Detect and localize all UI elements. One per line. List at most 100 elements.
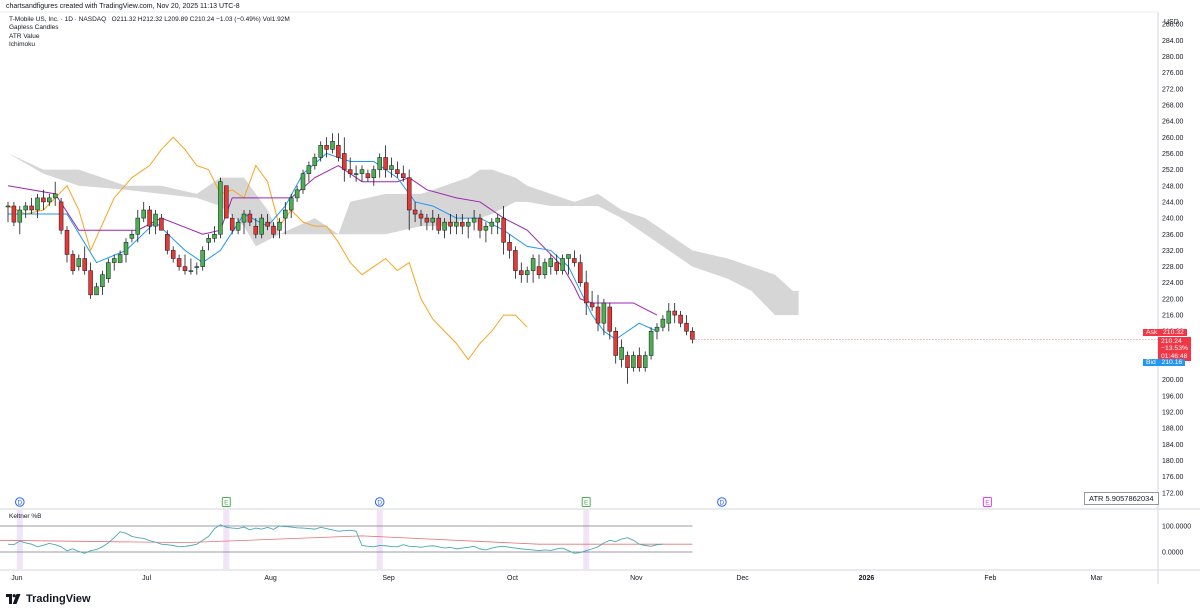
candle-body	[212, 234, 217, 239]
candle-body	[383, 157, 388, 170]
keltner-pb-line	[7, 524, 663, 554]
candle-body	[365, 173, 371, 178]
last-price-pct: −13.53%	[1161, 345, 1189, 353]
price-axis-unit: USD	[1164, 19, 1179, 26]
ohlc-low-key: L	[164, 16, 168, 23]
candle	[159, 214, 164, 231]
candle-body	[519, 270, 524, 275]
indicator-ichimoku[interactable]: Ichimoku	[9, 40, 36, 48]
candle-body	[229, 217, 235, 231]
candle	[542, 258, 548, 279]
keltner-basis-line	[0, 535, 693, 545]
candle-body	[460, 221, 465, 227]
candle	[94, 282, 99, 296]
earnings-marker: E	[581, 497, 591, 507]
candle-body	[235, 221, 241, 231]
candle-body	[424, 217, 430, 223]
candle-body	[218, 181, 223, 235]
candle-body	[182, 266, 188, 271]
time-tick-label: Dec	[736, 575, 749, 582]
price-tick-label: 216.00	[1162, 313, 1184, 320]
event-label: E	[985, 500, 990, 507]
candle-body	[678, 314, 683, 324]
event-shade	[583, 510, 590, 569]
chikou-span-line	[7, 136, 528, 361]
candle-body	[58, 201, 64, 231]
price-tick-label: 288.00	[1162, 22, 1184, 29]
price-tick-label: 224.00	[1162, 280, 1184, 287]
keltner-legend[interactable]: Keltner %B	[9, 513, 42, 520]
keltner-pane: 100.0000 0.0000	[0, 510, 1191, 569]
candle-body	[247, 213, 253, 223]
price-tick-label: 260.00	[1162, 135, 1184, 142]
symbol-line[interactable]: T-Mobile US, Inc. · 1D · NASDAQ O211.32 …	[9, 16, 290, 24]
candle	[229, 214, 235, 235]
candle-body	[489, 221, 495, 227]
candle	[483, 222, 489, 243]
candle	[224, 185, 229, 219]
time-tick-label: 2026	[859, 575, 875, 582]
candle	[324, 137, 329, 158]
candle	[578, 254, 583, 287]
candle	[637, 347, 642, 372]
candle	[389, 157, 394, 178]
candle	[265, 214, 270, 231]
candle-body	[637, 355, 642, 368]
candle-body	[631, 355, 636, 368]
candle	[548, 254, 554, 275]
earnings-icon	[982, 497, 992, 507]
event-label: D	[720, 500, 725, 507]
candle-body	[566, 254, 571, 259]
candle-body	[253, 225, 259, 235]
dividend-icon	[374, 497, 385, 507]
indicator-gapless-candles[interactable]: Gapless Candles	[9, 24, 59, 32]
candle	[460, 214, 465, 235]
candle-body	[672, 310, 677, 316]
event-label: D	[377, 500, 382, 507]
candle-body	[465, 221, 471, 227]
candle	[648, 327, 654, 360]
price-tick-label: 228.00	[1162, 264, 1184, 271]
candle-body	[283, 209, 288, 219]
candle-body	[625, 355, 630, 368]
candle	[253, 218, 259, 239]
candle-body	[318, 145, 323, 158]
candle	[365, 169, 371, 182]
keltner-tick-label: 100.0000	[1162, 524, 1191, 531]
price-tick-label: 180.00	[1162, 458, 1184, 465]
candle-body	[660, 318, 666, 328]
candle	[5, 201, 11, 223]
price-tick-label: 256.00	[1162, 151, 1184, 158]
event-label: D	[17, 500, 22, 507]
candle-body	[619, 347, 624, 360]
candle	[359, 165, 365, 182]
tradingview-logo[interactable]: TradingView	[6, 593, 91, 605]
ichimoku-cloud-area	[8, 153, 799, 316]
symbol-name[interactable]: T-Mobile US, Inc. · 1D · NASDAQ	[9, 16, 107, 23]
indicator-atr-value[interactable]: ATR Value	[9, 32, 40, 40]
candle	[318, 141, 323, 162]
ask-value: 210.32	[1163, 329, 1184, 336]
candle-body	[495, 217, 500, 223]
candle	[601, 298, 607, 336]
time-tick-label: Feb	[984, 575, 996, 582]
candles	[5, 133, 1158, 384]
candle	[678, 311, 683, 328]
candle-body	[147, 209, 152, 227]
candle-body	[601, 302, 607, 324]
candle	[395, 161, 400, 178]
candle-body	[684, 322, 689, 332]
earnings-marker: E	[982, 497, 992, 507]
candle-body	[153, 213, 158, 227]
candle-body	[300, 173, 306, 191]
candle-body	[572, 258, 577, 263]
candle	[47, 193, 52, 206]
candle-body	[259, 217, 264, 235]
candle-body	[454, 221, 459, 227]
last-price: 210.24	[1161, 338, 1182, 345]
candle	[507, 234, 512, 259]
candle-body	[106, 262, 111, 279]
candle-body	[35, 197, 40, 211]
